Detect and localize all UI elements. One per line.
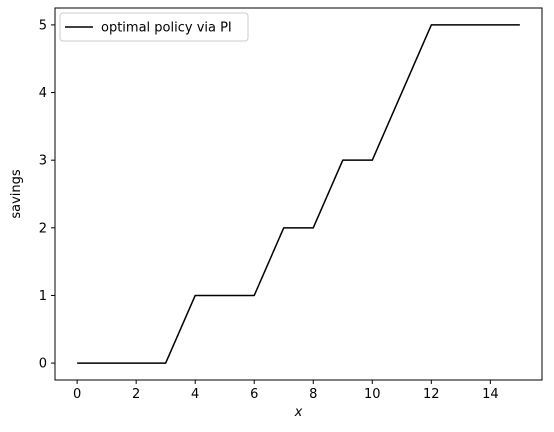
x-tick-label: 6 — [250, 387, 258, 402]
plot-area — [77, 24, 520, 364]
x-axis-label: x — [294, 405, 303, 420]
y-axis-ticks: 0 1 2 3 4 5 — [39, 18, 55, 372]
legend-box — [59, 12, 249, 42]
x-tick-label: 2 — [132, 387, 140, 402]
x-tick-label: 10 — [364, 387, 381, 402]
x-tick-label: 8 — [309, 387, 317, 402]
axes-frame — [54, 7, 543, 381]
x-tick-label: 12 — [423, 387, 440, 402]
y-tick-label: 2 — [39, 221, 47, 236]
legend: optimal policy via PI — [59, 12, 249, 42]
y-axis-label: savings — [9, 169, 24, 219]
y-tick-label: 3 — [39, 154, 47, 169]
legend-entry: optimal policy via PI — [101, 21, 232, 36]
y-tick-label: 5 — [39, 18, 47, 33]
x-tick-label: 4 — [191, 387, 199, 402]
y-tick-label: 1 — [39, 289, 47, 304]
y-tick-label: 4 — [39, 86, 47, 101]
x-tick-label: 0 — [73, 387, 81, 402]
series-line-0 — [77, 24, 520, 364]
x-tick-label: 14 — [482, 387, 499, 402]
x-axis-ticks: 0 2 4 6 8 10 12 14 — [73, 380, 499, 402]
y-tick-label: 0 — [39, 357, 47, 372]
